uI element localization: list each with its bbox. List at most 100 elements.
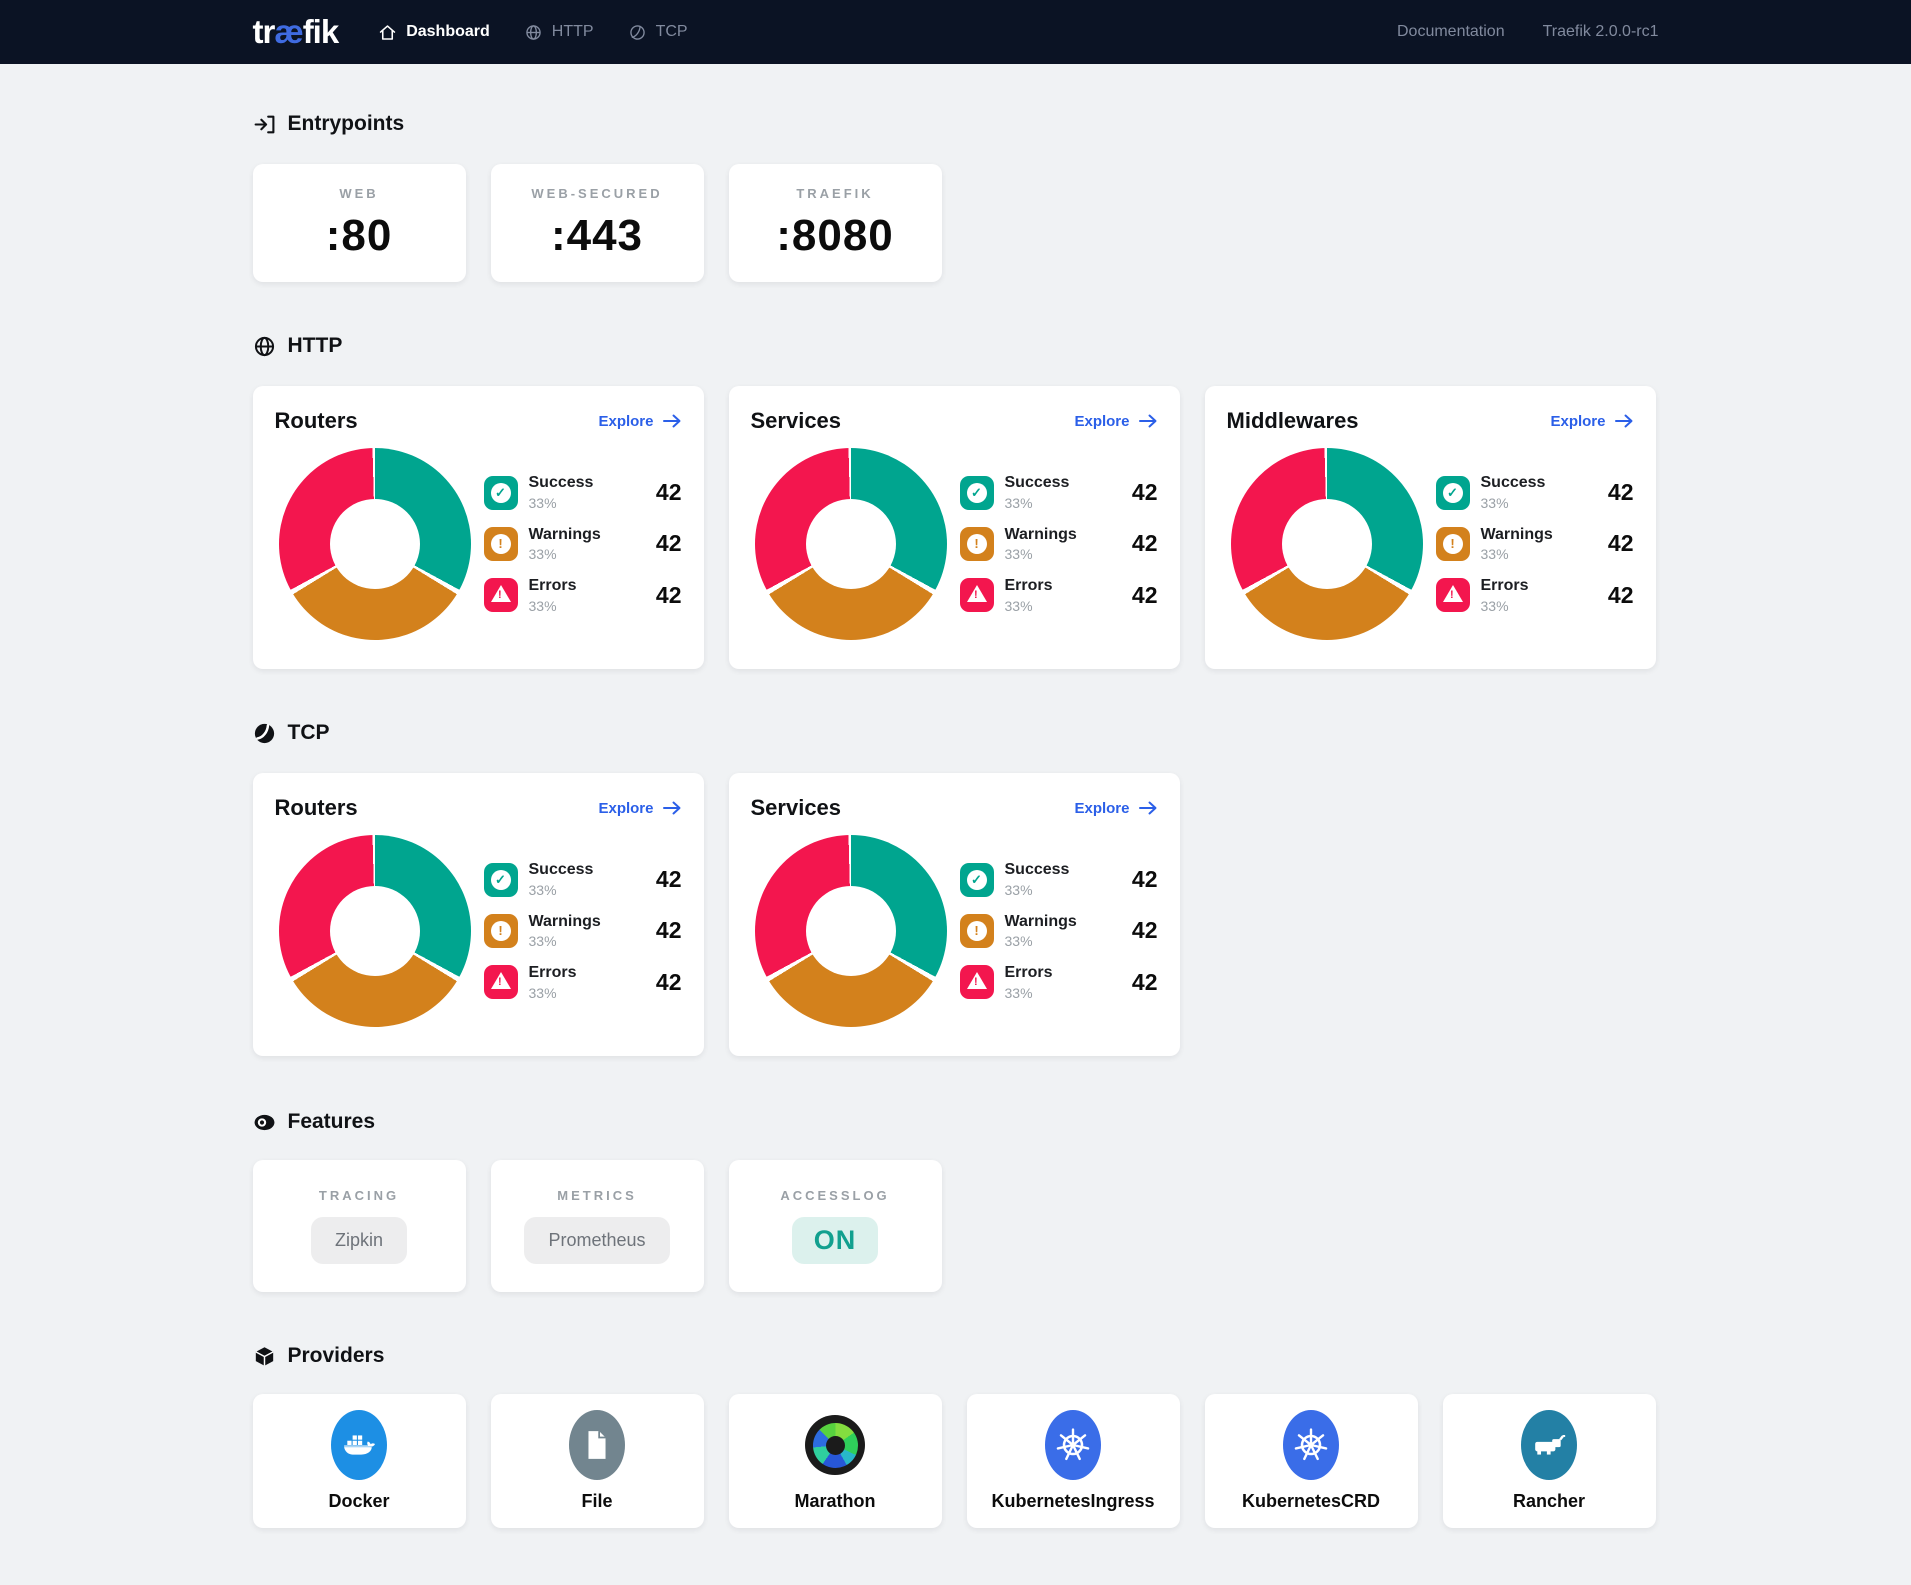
file-logo <box>569 1410 625 1480</box>
warning-triangle-icon: ! <box>959 578 994 613</box>
providers-title: Providers <box>287 1344 385 1367</box>
navbar: tr æ fik Dashboard HTTP <box>0 0 1911 64</box>
legend-row-success: ✓ Success 33% 42 <box>1435 474 1634 511</box>
donut-chart <box>754 448 947 640</box>
check-circle-icon: ✓ <box>959 475 994 510</box>
arrow-right-icon <box>1138 801 1158 815</box>
dashboard-content: Entrypoints WEB :80 WEB-SECURED :443 TRA… <box>252 112 1659 1575</box>
kubernetes-logo <box>1045 1410 1101 1480</box>
card-title: Middlewares <box>1226 408 1359 433</box>
legend-row-errors: ! Errors 33% 42 <box>1435 577 1634 614</box>
donut-legend: ✓ Success 33% 42 ! Warnings 33% 42 ! Error… <box>483 861 682 1001</box>
entrypoints-title: Entrypoints <box>287 112 405 135</box>
donut-chart <box>754 835 947 1027</box>
nav-right: Documentation Traefik 2.0.0-rc1 <box>1397 23 1659 41</box>
exclamation-circle-icon: ! <box>959 526 994 561</box>
explore-link[interactable]: Explore <box>598 800 681 817</box>
arrow-right-icon <box>1614 414 1634 428</box>
entrypoints-login-icon <box>253 113 276 136</box>
http-services-card: Services Explore ✓ Success 33% <box>728 386 1180 669</box>
home-icon <box>378 23 397 42</box>
kubernetes-logo <box>1283 1410 1339 1480</box>
arrow-right-icon <box>662 801 682 815</box>
donut-chart <box>278 835 471 1027</box>
provider-card-marathon: Marathon <box>728 1394 942 1528</box>
donut-legend: ✓ Success 33% 42 ! Warnings 33% 42 ! Error… <box>1435 474 1634 614</box>
exclamation-circle-icon: ! <box>483 913 518 948</box>
features-eye-icon <box>253 1111 276 1134</box>
docker-logo <box>331 1410 387 1480</box>
nav-http[interactable]: HTTP <box>524 23 594 42</box>
feature-card-accesslog: ACCESSLOG ON <box>728 1160 942 1292</box>
exclamation-circle-icon: ! <box>959 913 994 948</box>
rancher-logo <box>1521 1410 1577 1480</box>
legend-row-errors: ! Errors 33% 42 <box>959 964 1158 1001</box>
warning-triangle-icon: ! <box>483 965 518 1000</box>
globe-icon <box>253 335 276 358</box>
legend-row-success: ✓ Success 33% 42 <box>959 474 1158 511</box>
logo-text: tr <box>252 13 276 50</box>
entrypoints-header: Entrypoints <box>253 112 1659 136</box>
legend-row-warnings: ! Warnings 33% 42 <box>483 913 682 949</box>
donut-chart <box>1230 448 1423 640</box>
http-header: HTTP <box>253 334 1659 358</box>
check-circle-icon: ✓ <box>483 475 518 510</box>
explore-link[interactable]: Explore <box>1550 413 1633 430</box>
exclamation-circle-icon: ! <box>1435 526 1470 561</box>
entrypoint-card-web-secured: WEB-SECURED :443 <box>490 164 704 282</box>
entrypoints-grid: WEB :80 WEB-SECURED :443 TRAEFIK :8080 <box>252 164 1659 282</box>
card-title: Services <box>750 408 842 433</box>
exclamation-circle-icon: ! <box>483 526 518 561</box>
traefik-logo[interactable]: tr æ fik <box>252 13 340 51</box>
feature-card-tracing: TRACING Zipkin <box>252 1160 466 1292</box>
http-routers-card: Routers Explore ✓ Success 33% 4 <box>252 386 704 669</box>
section-features: Features TRACING Zipkin METRICS Promethe… <box>252 1110 1659 1292</box>
provider-card-file: File <box>490 1394 704 1528</box>
legend-row-warnings: ! Warnings 33% 42 <box>483 526 682 562</box>
legend-row-success: ✓ Success 33% 42 <box>959 861 1158 898</box>
arrow-right-icon <box>1138 414 1158 428</box>
donut-legend: ✓ Success 33% 42 ! Warnings 33% 42 ! Error… <box>959 474 1158 614</box>
tcp-services-card: Services Explore ✓ Success 33% <box>728 773 1180 1056</box>
warning-triangle-icon: ! <box>1435 578 1470 613</box>
legend-row-success: ✓ Success 33% 42 <box>483 861 682 898</box>
explore-link[interactable]: Explore <box>1074 800 1157 817</box>
feature-on-pill: ON <box>791 1217 879 1264</box>
entrypoint-card-web: WEB :80 <box>252 164 466 282</box>
feature-card-metrics: METRICS Prometheus <box>490 1160 704 1292</box>
explore-link[interactable]: Explore <box>1074 413 1157 430</box>
version-link[interactable]: Traefik 2.0.0-rc1 <box>1542 23 1659 40</box>
legend-row-errors: ! Errors 33% 42 <box>483 577 682 614</box>
provider-card-kubernetes-ingress: KubernetesIngress <box>966 1394 1180 1528</box>
nav-dashboard[interactable]: Dashboard <box>378 23 490 42</box>
documentation-link[interactable]: Documentation <box>1396 23 1505 40</box>
features-header: Features <box>253 1110 1659 1134</box>
providers-header: Providers <box>253 1344 1659 1368</box>
card-title: Routers <box>274 795 358 820</box>
nav-tcp[interactable]: TCP <box>628 23 688 42</box>
providers-grid: Docker File Marathon <box>252 1394 1659 1528</box>
warning-triangle-icon: ! <box>959 965 994 1000</box>
card-title: Routers <box>274 408 358 433</box>
legend-row-errors: ! Errors 33% 42 <box>959 577 1158 614</box>
marathon-logo <box>804 1410 866 1480</box>
explore-link[interactable]: Explore <box>598 413 681 430</box>
check-circle-icon: ✓ <box>959 862 994 897</box>
feature-value-pill: Prometheus <box>524 1217 670 1264</box>
legend-row-warnings: ! Warnings 33% 42 <box>1435 526 1634 562</box>
check-circle-icon: ✓ <box>483 862 518 897</box>
logo-text: fik <box>302 13 340 50</box>
section-http: HTTP Routers Explore <box>252 334 1659 669</box>
section-providers: Providers Docker <box>252 1344 1659 1528</box>
tcp-ball-icon <box>628 23 647 42</box>
tcp-ball-icon <box>253 722 276 745</box>
donut-legend: ✓ Success 33% 42 ! Warnings 33% 42 ! Error… <box>959 861 1158 1001</box>
check-circle-icon: ✓ <box>1435 475 1470 510</box>
provider-card-kubernetes-crd: KubernetesCRD <box>1204 1394 1418 1528</box>
http-grid: Routers Explore ✓ Success 33% 4 <box>252 386 1659 669</box>
nav-menu: Dashboard HTTP TCP <box>378 23 688 42</box>
http-title: HTTP <box>287 334 343 357</box>
tcp-grid: Routers Explore ✓ Success 33% 4 <box>252 773 1659 1056</box>
logo-ae: æ <box>274 13 303 50</box>
tcp-title: TCP <box>287 721 330 744</box>
